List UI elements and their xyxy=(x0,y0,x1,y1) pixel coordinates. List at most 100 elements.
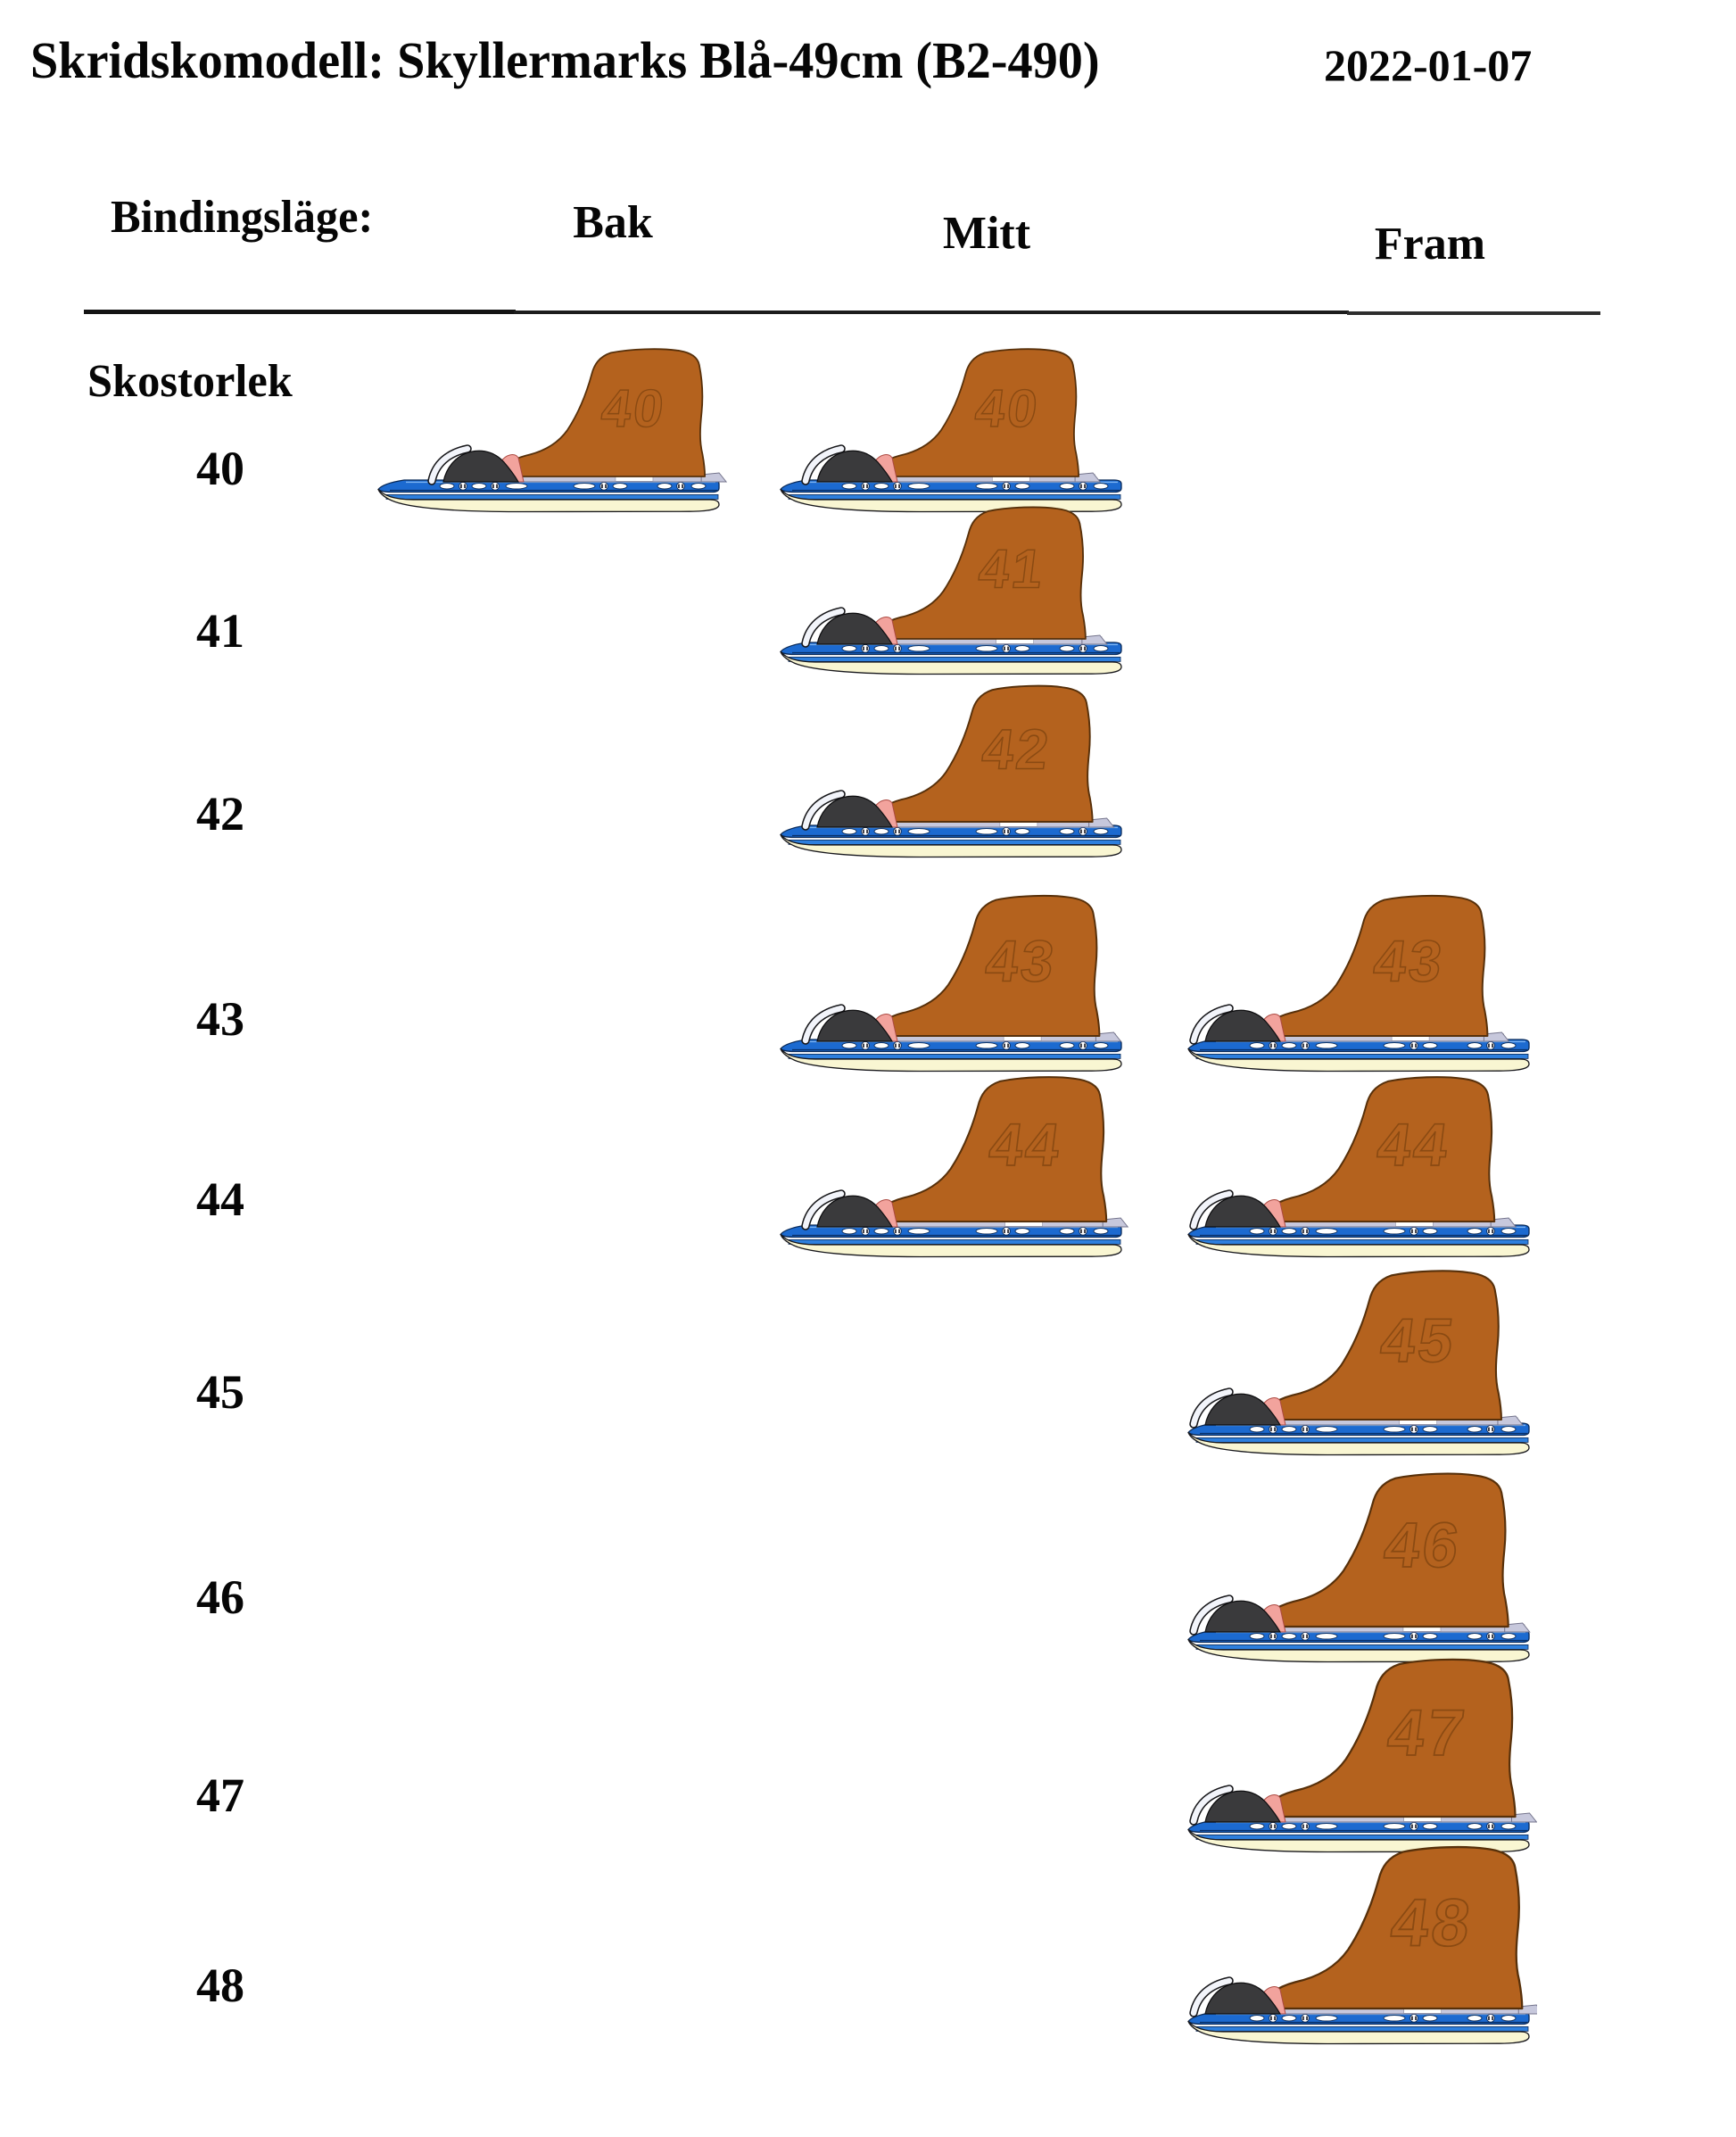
skate-boot: 41 xyxy=(870,506,1087,640)
header-divider-left xyxy=(84,310,516,314)
blade-lower-strip xyxy=(1195,1238,1529,1245)
skate-svg: 44 xyxy=(780,1075,1129,1257)
boot-size-number: 47 xyxy=(1384,1695,1471,1769)
blade-rail xyxy=(780,641,1122,655)
blade-lower-strip xyxy=(788,839,1121,845)
size-label-46: 46 xyxy=(196,1570,244,1624)
column-header-mitt: Mitt xyxy=(942,208,1031,259)
skate-svg: 48 xyxy=(1187,1845,1537,2044)
binding-highlight xyxy=(801,1003,846,1045)
binding-pink-pad xyxy=(1261,1603,1286,1632)
blade-runner xyxy=(780,833,1122,857)
date: 2022-01-07 xyxy=(1324,40,1533,90)
blade-runner xyxy=(1187,1828,1530,1852)
binding-highlight xyxy=(801,606,846,648)
skate-illustration-43-mitt: 43 xyxy=(773,866,1129,1089)
binding-highlight xyxy=(1189,1189,1234,1230)
binding-highlight xyxy=(801,789,846,831)
toe-binding xyxy=(1204,1982,1282,2015)
binding-highlight xyxy=(1189,1594,1234,1636)
binding-position-label: Bindingsläge: xyxy=(111,192,374,243)
binding-pink-pad xyxy=(873,616,898,644)
size-label-48: 48 xyxy=(196,1959,244,2012)
binding-pink-pad xyxy=(1261,1396,1286,1425)
blade-lower-strip xyxy=(385,493,719,500)
skate-svg: 40 xyxy=(377,347,727,512)
skate-illustration-40-mitt: 40 xyxy=(773,307,1129,530)
toe-binding xyxy=(816,1195,894,1228)
skate-illustration-43-fram: 43 xyxy=(1180,866,1537,1089)
skate-svg: 44 xyxy=(1187,1075,1530,1257)
boot-size-number: 44 xyxy=(986,1111,1066,1178)
skate-illustration-46-fram: 46 xyxy=(1180,1457,1537,1680)
boot-size-number: 44 xyxy=(1374,1111,1454,1178)
column-header-bak: Bak xyxy=(573,197,653,248)
skate-svg: 42 xyxy=(780,684,1122,857)
boot-size-number: 41 xyxy=(975,538,1048,600)
skate-illustration-42-mitt: 42 xyxy=(773,652,1129,875)
binding-pink-pad xyxy=(873,453,898,482)
blade-lower-strip xyxy=(1195,1437,1529,1443)
toe-binding xyxy=(816,795,894,828)
skate-boot: 40 xyxy=(496,347,707,477)
skate-svg: 45 xyxy=(1187,1269,1530,1455)
toe-binding xyxy=(1204,1393,1282,1426)
skate-boot: 42 xyxy=(870,684,1094,823)
blade-runner xyxy=(1187,1048,1530,1072)
blade-white-line xyxy=(790,654,1119,657)
skate-boot: 45 xyxy=(1257,1269,1502,1421)
blade-runner xyxy=(780,650,1122,675)
binding-pink-pad xyxy=(500,453,525,482)
column-header-fram: Fram xyxy=(1374,219,1486,269)
binding-pink-pad xyxy=(1261,1013,1286,1041)
skate-illustration-41-mitt: 41 xyxy=(773,469,1129,692)
blade-white-line xyxy=(1198,2024,1526,2026)
skate-boot: 44 xyxy=(1257,1075,1496,1222)
skate-svg: 47 xyxy=(1187,1658,1537,1852)
blade-runner xyxy=(1187,1431,1530,1455)
blade-white-line xyxy=(1198,1237,1526,1239)
blade-runner xyxy=(1187,2020,1530,2044)
binding-pink-pad xyxy=(1261,1985,1286,2014)
blade-white-line xyxy=(388,492,716,494)
blade-white-line xyxy=(1198,1051,1526,1054)
boot-size-number: 45 xyxy=(1376,1305,1459,1375)
blade-white-line xyxy=(1198,1435,1526,1437)
skate-illustration-45-fram: 45 xyxy=(1180,1250,1537,1473)
toe-binding xyxy=(1204,1009,1282,1042)
binding-highlight xyxy=(427,443,472,485)
skate-svg: 46 xyxy=(1187,1472,1531,1662)
page-title: Skridskomodell: Skyllermarks Blå-49cm (B… xyxy=(30,30,1133,90)
skate-svg: 43 xyxy=(1187,894,1530,1072)
skate-illustration-44-fram: 44 xyxy=(1180,1052,1537,1275)
binding-pink-pad xyxy=(873,1013,898,1041)
blade-white-line xyxy=(1198,1832,1526,1835)
toe-binding xyxy=(442,450,520,483)
skate-svg: 43 xyxy=(780,894,1122,1072)
binding-pink-pad xyxy=(873,799,898,827)
blade-runner xyxy=(377,488,720,512)
binding-highlight xyxy=(801,1189,846,1230)
size-label-43: 43 xyxy=(196,992,244,1046)
header-divider-mid xyxy=(514,311,1349,314)
binding-highlight xyxy=(801,443,846,485)
binding-highlight xyxy=(1189,1784,1234,1826)
binding-highlight xyxy=(1189,1387,1234,1429)
skate-boot: 43 xyxy=(1258,894,1489,1037)
boot-size-number: 40 xyxy=(599,378,670,438)
size-label-45: 45 xyxy=(196,1365,244,1419)
header-divider-right xyxy=(1347,311,1600,315)
skate-illustration-40-bak: 40 xyxy=(370,307,727,530)
blade-lower-strip xyxy=(1195,2025,1529,2032)
blade-runner xyxy=(1187,1233,1530,1257)
row-header: Skostorlek xyxy=(87,356,293,407)
binding-pink-pad xyxy=(873,1198,898,1227)
blade-white-line xyxy=(790,492,1119,494)
binding-pink-pad xyxy=(1261,1198,1286,1227)
size-label-40: 40 xyxy=(196,442,244,495)
toe-binding xyxy=(816,612,894,645)
boot-size-number: 40 xyxy=(972,378,1044,438)
boot-size-number: 46 xyxy=(1380,1510,1466,1581)
size-label-47: 47 xyxy=(196,1768,244,1822)
